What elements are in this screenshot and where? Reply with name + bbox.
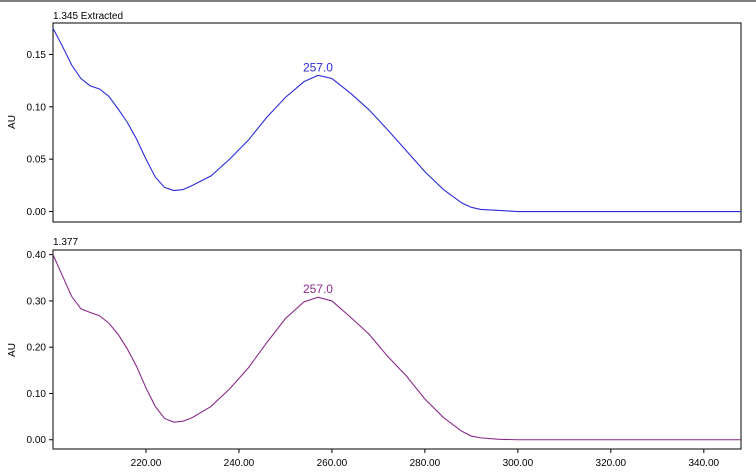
panel-2-frame (52, 249, 742, 450)
panel-2-y-axis-label: AU (7, 343, 18, 357)
panel-2-x-tick-label: 300.00 (503, 458, 534, 469)
panel-1-frame (52, 22, 742, 223)
panel-1-y-tick-label: 0.15 (27, 50, 47, 61)
panel-2-x-tick-label: 280.00 (410, 458, 441, 469)
panel-1-y-tick-label: 0.00 (27, 207, 47, 218)
panel-1-y-tick-label: 0.10 (27, 102, 47, 113)
panel-2-x-tick-label: 240.00 (224, 458, 255, 469)
panel-1-peak-label: 257.0 (303, 60, 333, 74)
panel-1-y-axis-label: AU (7, 115, 18, 129)
panel-1-title: 1.345 Extracted (53, 11, 123, 22)
panel-2-x-tick-label: 260.00 (317, 458, 348, 469)
panel-2-title: 1.377 (53, 237, 78, 248)
panel-2-x-tick-label: 320.00 (596, 458, 627, 469)
panel-1-spectrum-line (52, 27, 741, 213)
panel-2-x-tick-label: 340.00 (689, 458, 720, 469)
panel-2-y-tick-label: 0.30 (27, 296, 47, 307)
panel-2-peak-label: 257.0 (303, 282, 333, 296)
panel-2-y-tick-label: 0.20 (27, 343, 47, 354)
panel-1-y-tick-label: 0.05 (27, 155, 47, 166)
panel-2-y-tick-label: 0.00 (27, 435, 47, 446)
panel-2-x-tick-label: 220.00 (131, 458, 162, 469)
panel-2-y-tick-label: 0.10 (27, 389, 47, 400)
panel-2-y-tick-label: 0.40 (27, 250, 47, 261)
panel-2-spectrum-line (52, 254, 741, 441)
